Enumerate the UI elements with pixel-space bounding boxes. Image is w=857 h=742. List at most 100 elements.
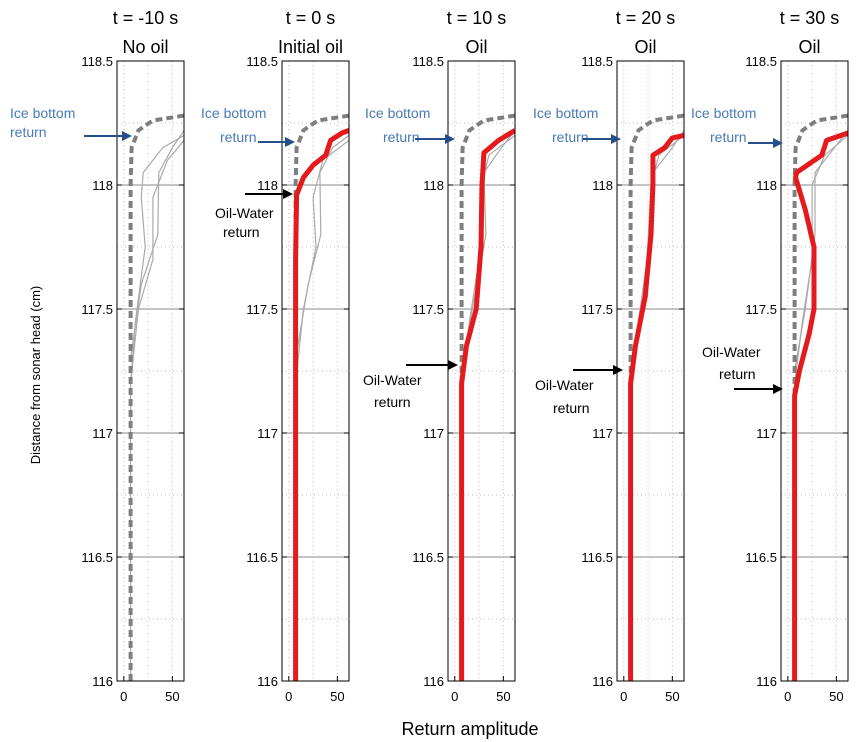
- y-tick-label: 117: [423, 426, 444, 441]
- oil-water-label-line2: return: [719, 366, 756, 382]
- panel-plot-area: [293, 113, 349, 681]
- ice-bottom-label-line2: return: [383, 129, 420, 145]
- ice-reference-profile: [628, 113, 684, 681]
- y-tick-label: 117.5: [81, 302, 113, 317]
- y-tick-label: 118: [92, 178, 113, 193]
- x-axis-label: Return amplitude: [401, 719, 538, 739]
- x-tick-label: 0: [451, 689, 458, 704]
- y-tick-label: 117: [92, 426, 113, 441]
- x-tick-label: 0: [285, 689, 292, 704]
- y-tick-label: 116.5: [412, 550, 444, 565]
- raw-trace: [461, 134, 515, 384]
- oil-profile: [293, 128, 349, 681]
- oil-water-label-line1: Oil-Water: [363, 372, 422, 388]
- panel-title-condition: Oil: [466, 37, 488, 57]
- raw-trace: [130, 140, 184, 384]
- y-tick-label: 116.5: [745, 550, 777, 565]
- ice-bottom-label-line1: Ice bottom: [201, 105, 266, 121]
- panel-title-time: t = 10 s: [447, 8, 507, 28]
- panel: 118.5 118 117.5 117 116.5 116 0 50 t = 30 s Oil: [745, 8, 849, 704]
- ice-bottom-label-line1: Ice bottom: [365, 105, 430, 121]
- panel-frame: [281, 60, 350, 682]
- x-tick-label: 50: [829, 689, 843, 704]
- ice-bottom-label-line2: return: [710, 129, 747, 145]
- oil-water-arrow: [734, 384, 783, 394]
- y-tick-label: 117.5: [581, 302, 613, 317]
- y-tick-label: 117.5: [246, 302, 278, 317]
- ice-reference-profile: [128, 113, 184, 681]
- ice-bottom-label-line2: return: [552, 129, 589, 145]
- raw-trace: [130, 130, 184, 359]
- ice-bottom-label-line1: Ice bottom: [10, 105, 75, 121]
- y-tick-label: 116: [423, 674, 444, 689]
- raw-trace: [794, 134, 848, 384]
- panel-plot-area: [128, 113, 184, 681]
- y-tick-label: 118: [592, 178, 613, 193]
- y-tick-label: 118.5: [246, 54, 278, 69]
- oil-profile: [459, 128, 515, 681]
- y-tick-label: 117.5: [745, 302, 777, 317]
- y-tick-label: 117: [592, 426, 613, 441]
- ice-reference-profile: [293, 113, 349, 681]
- x-tick-label: 0: [784, 689, 791, 704]
- y-tick-label: 117: [257, 426, 278, 441]
- y-tick-label: 116: [257, 674, 278, 689]
- panel-plot-area: [459, 113, 515, 681]
- y-tick-label: 116: [92, 674, 113, 689]
- ice-bottom-arrow: [583, 134, 621, 144]
- x-tick-label: 50: [330, 689, 344, 704]
- panel: 118.5 118 117.5 117 116.5 116 0 50 t = 0 s Initia…: [246, 8, 350, 704]
- panel-plot-area: [628, 113, 684, 681]
- raw-trace: [630, 134, 684, 384]
- oil-water-label-line2: return: [374, 394, 411, 410]
- oil-water-arrow: [406, 360, 458, 370]
- oil-water-label-line2: return: [223, 224, 260, 240]
- oil-water-arrow: [245, 189, 293, 199]
- y-tick-label: 116.5: [581, 550, 613, 565]
- ice-bottom-arrow: [84, 131, 132, 141]
- x-tick-label: 50: [496, 689, 510, 704]
- oil-water-label-line1: Oil-Water: [535, 377, 594, 393]
- oil-water-label-line1: Oil-Water: [702, 344, 761, 360]
- y-tick-label: 116: [592, 674, 613, 689]
- ice-reference-profile: [459, 113, 515, 681]
- panel: 118.5 118 117.5 117 116.5 116 0 50 t = 10 s Oil: [412, 8, 516, 704]
- y-tick-label: 118.5: [581, 54, 613, 69]
- y-tick-label: 118: [756, 178, 777, 193]
- raw-trace: [794, 130, 848, 372]
- ice-bottom-label-line1: Ice bottom: [533, 105, 598, 121]
- panel-title-time: t = 20 s: [616, 8, 676, 28]
- panel-plot-area: [792, 113, 848, 681]
- oil-profile: [792, 130, 848, 681]
- panels-layer: 118.5 118 117.5 117 116.5 116 0 50 t = -10 s No o…: [81, 8, 849, 704]
- x-tick-label: 0: [620, 689, 627, 704]
- panel-title-condition: Oil: [799, 37, 821, 57]
- y-tick-label: 117: [756, 426, 777, 441]
- panel-title-condition: Initial oil: [278, 37, 343, 57]
- panel-title-time: t = 0 s: [286, 8, 336, 28]
- x-tick-label: 50: [165, 689, 179, 704]
- oil-profile: [628, 132, 684, 681]
- annotations: Ice bottom return Ice bottom return Oil-…: [10, 105, 783, 416]
- oil-water-label-line1: Oil-Water: [215, 205, 274, 221]
- oil-water-label-line2: return: [553, 400, 590, 416]
- panel-frame: [447, 60, 516, 682]
- y-tick-label: 118.5: [81, 54, 113, 69]
- ice-bottom-label-line2: return: [220, 129, 257, 145]
- x-tick-label: 0: [120, 689, 127, 704]
- y-tick-label: 117.5: [412, 302, 444, 317]
- x-tick-label: 50: [665, 689, 679, 704]
- panel: 118.5 118 117.5 117 116.5 116 0 50 t = 20 s Oil: [581, 8, 685, 704]
- y-axis-label: Distance from sonar head (cm): [28, 286, 43, 464]
- y-tick-label: 116.5: [246, 550, 278, 565]
- oil-water-arrow: [573, 365, 623, 375]
- panel-title-condition: No oil: [122, 37, 168, 57]
- y-tick-label: 118: [257, 178, 278, 193]
- y-tick-label: 116: [756, 674, 777, 689]
- panel-frame: [780, 60, 849, 682]
- ice-bottom-arrow: [415, 134, 455, 144]
- raw-trace: [461, 130, 515, 372]
- y-tick-label: 118: [423, 178, 444, 193]
- raw-trace: [130, 134, 184, 681]
